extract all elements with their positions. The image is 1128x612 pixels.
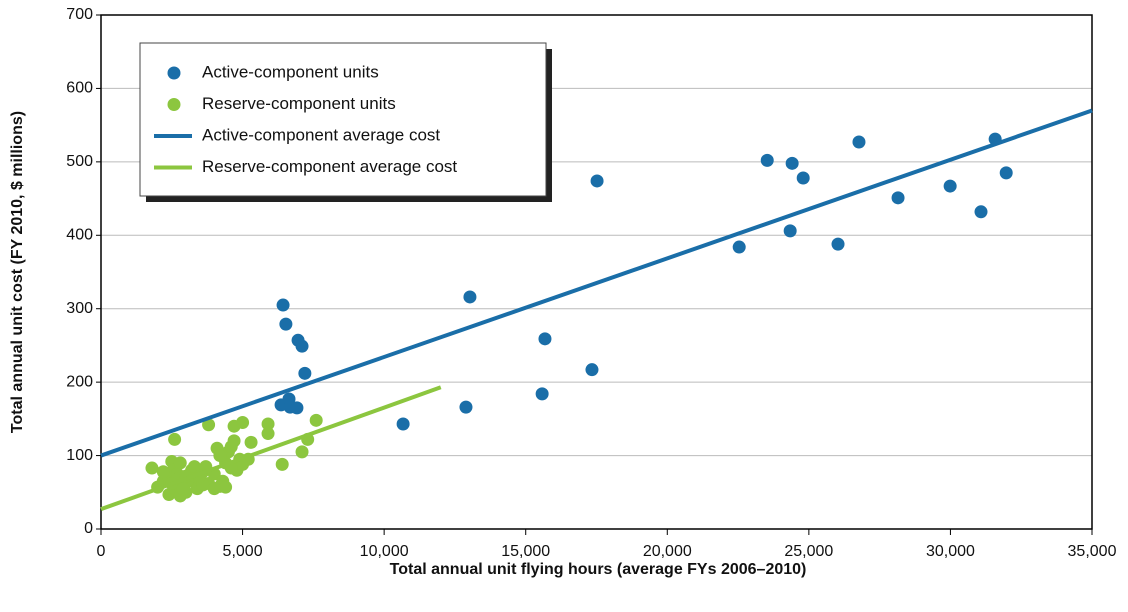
legend-marker xyxy=(167,66,181,80)
x-tick-label: 20,000 xyxy=(643,543,692,560)
point xyxy=(145,461,159,475)
point xyxy=(244,435,258,449)
point xyxy=(261,417,275,431)
y-tick-label: 100 xyxy=(66,447,93,464)
point xyxy=(943,179,957,193)
y-tick-label: 400 xyxy=(66,227,93,244)
point xyxy=(207,482,221,496)
legend-label: Reserve-component units xyxy=(202,94,396,113)
y-tick-label: 300 xyxy=(66,300,93,317)
y-axis-label: Total annual unit cost (FY 2010, $ milli… xyxy=(9,111,26,433)
point xyxy=(396,417,410,431)
point xyxy=(261,427,275,441)
point xyxy=(852,135,866,149)
point xyxy=(463,290,477,304)
y-tick-label: 200 xyxy=(66,373,93,390)
point xyxy=(156,465,170,479)
legend-label: Active-component units xyxy=(202,62,379,81)
point xyxy=(275,457,289,471)
point xyxy=(891,191,905,205)
point xyxy=(187,460,201,474)
point xyxy=(276,298,290,312)
x-tick-label: 15,000 xyxy=(501,543,550,560)
point xyxy=(279,317,293,331)
point xyxy=(202,418,216,432)
trend-line xyxy=(100,385,442,512)
legend xyxy=(139,42,547,197)
point xyxy=(219,480,233,494)
y-tick-label: 0 xyxy=(84,520,93,537)
point xyxy=(783,224,797,238)
point xyxy=(213,449,227,463)
legend-label: Reserve-component average cost xyxy=(202,157,457,176)
point xyxy=(974,205,988,219)
x-tick-label: 10,000 xyxy=(360,543,409,560)
trend-line xyxy=(100,108,1093,458)
point xyxy=(796,171,810,185)
point xyxy=(785,156,799,170)
point xyxy=(590,174,604,188)
point xyxy=(173,456,187,470)
x-tick-label: 35,000 xyxy=(1068,543,1117,560)
point xyxy=(295,339,309,353)
point xyxy=(236,416,250,430)
legend-label: Active-component average cost xyxy=(202,125,440,144)
point xyxy=(459,400,473,414)
point xyxy=(831,237,845,251)
point xyxy=(538,332,552,346)
y-tick-label: 700 xyxy=(66,6,93,23)
y-tick-label: 500 xyxy=(66,153,93,170)
x-tick-label: 5,000 xyxy=(223,543,263,560)
point xyxy=(168,432,182,446)
point xyxy=(295,445,309,459)
point xyxy=(999,166,1013,180)
plot-frame xyxy=(100,14,1093,530)
x-tick-label: 25,000 xyxy=(784,543,833,560)
point xyxy=(760,153,774,167)
point xyxy=(535,387,549,401)
x-tick-label: 0 xyxy=(97,543,106,560)
x-tick-label: 30,000 xyxy=(926,543,975,560)
y-tick-label: 600 xyxy=(66,80,93,97)
point xyxy=(298,366,312,380)
x-axis-label: Total annual unit flying hours (average … xyxy=(390,561,807,578)
point xyxy=(732,240,746,254)
point xyxy=(290,401,304,415)
point xyxy=(309,413,323,427)
point xyxy=(227,434,241,448)
point xyxy=(585,363,599,377)
legend-marker xyxy=(167,98,181,111)
point xyxy=(176,482,190,496)
